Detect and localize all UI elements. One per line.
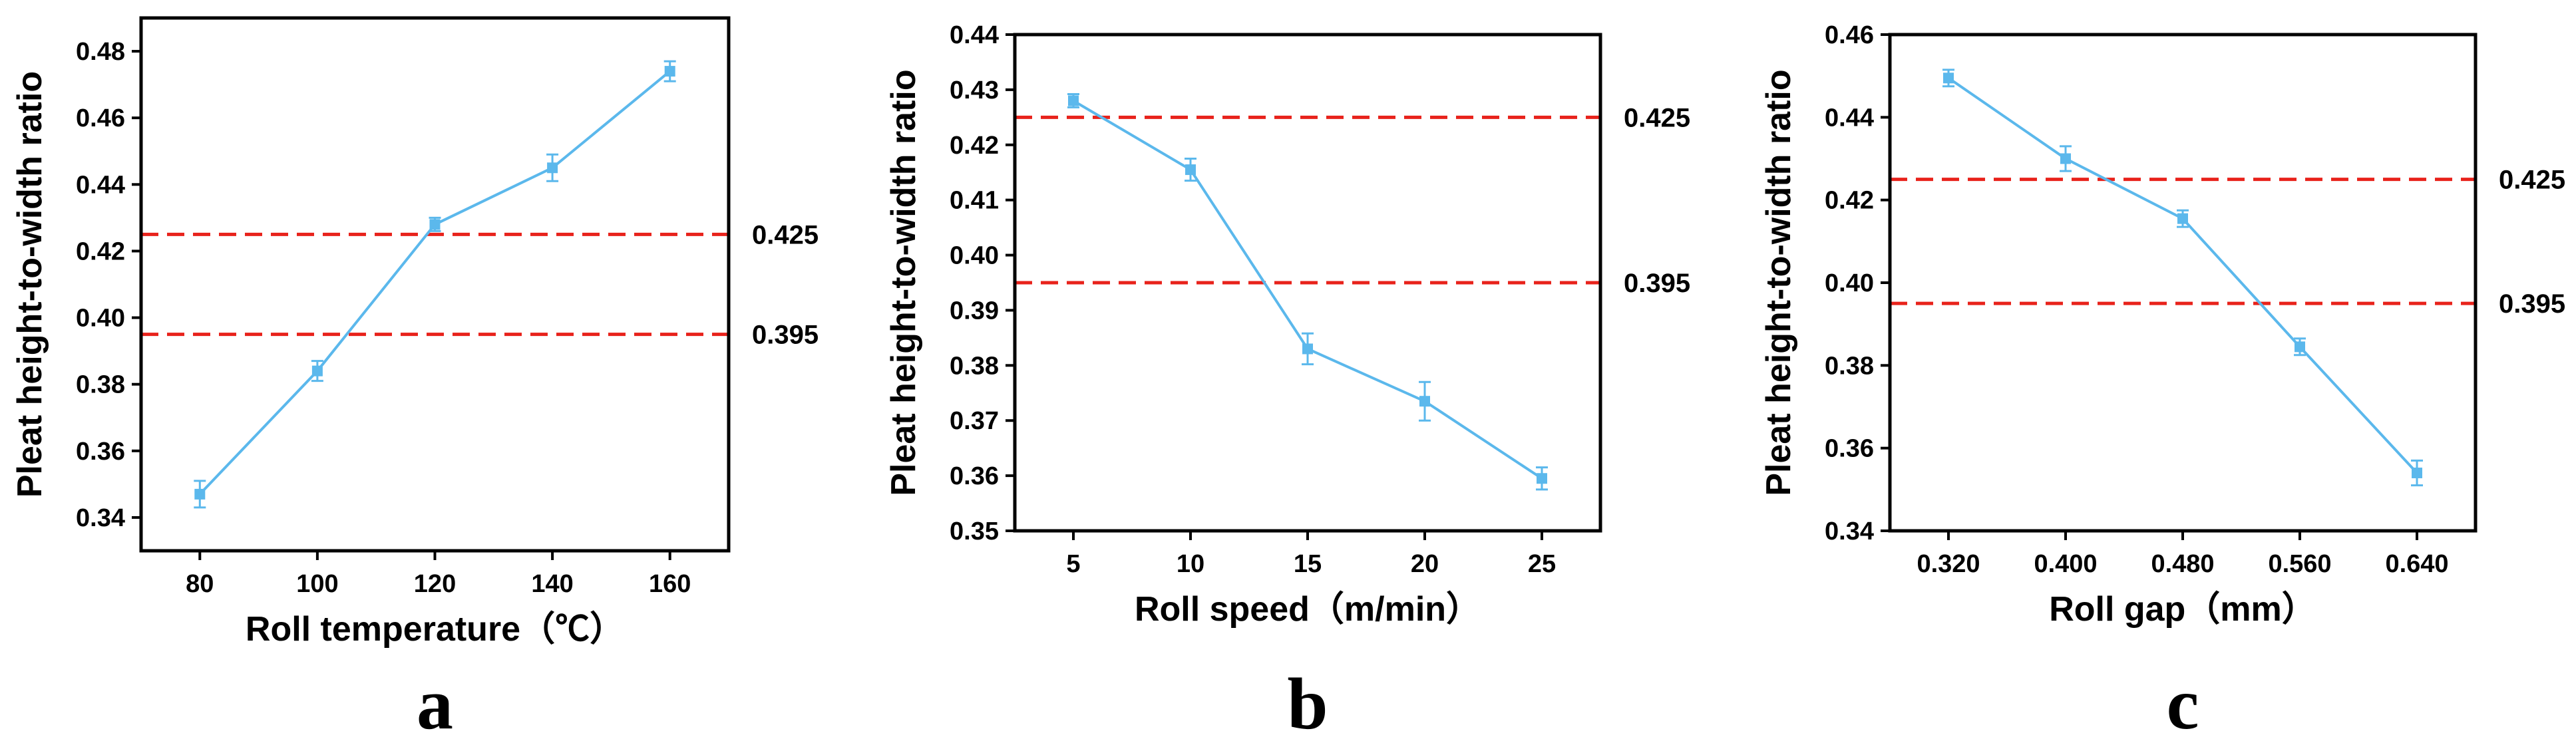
- plot-frame: [139, 16, 731, 553]
- chart-panel-a: 0.425 0.395 0.34 0.36 0.38 0.40 0.42 0.44 0.46 0.…: [11, 16, 819, 744]
- x-tick-label: 5: [1066, 550, 1080, 578]
- series-line: [1072, 99, 1543, 480]
- y-tick-label: 0.40: [1825, 269, 1874, 297]
- y-axis-title: Pleat height-to-width ratio: [884, 69, 923, 496]
- y-tick-label: 0.44: [950, 21, 999, 49]
- y-tick-label: 0.43: [950, 76, 999, 104]
- y-tick-label: 0.42: [950, 132, 999, 160]
- data-point: [1943, 73, 1954, 84]
- data-point: [2060, 153, 2071, 164]
- x-tick-label: 25: [1528, 550, 1556, 578]
- y-tick-label: 0.41: [950, 187, 999, 215]
- y-tick-label: 0.42: [1825, 187, 1874, 215]
- data-point: [2295, 341, 2305, 353]
- x-tick-label: 10: [1177, 550, 1204, 578]
- series-line: [1947, 76, 2418, 474]
- x-tick-label: 0.640: [2385, 550, 2448, 578]
- y-tick-label: 0.44: [76, 171, 125, 199]
- y-tick-label: 0.40: [76, 305, 125, 333]
- chart-panel-b: 0.4250.3950.350.360.370.380.390.400.410.…: [884, 21, 1690, 744]
- data-point: [547, 162, 558, 174]
- y-tick-label: 0.38: [76, 371, 125, 399]
- data-point: [2412, 467, 2422, 478]
- y-tick-label: 0.37: [950, 407, 999, 435]
- data-point: [1068, 95, 1079, 106]
- y-tick-label: 0.36: [76, 438, 125, 466]
- reference-line-label: 0.395: [2499, 289, 2565, 319]
- y-tick-label: 0.38: [950, 352, 999, 380]
- y-tick-label: 0.46: [1825, 21, 1874, 49]
- x-axis-title: Roll temperature（℃）: [246, 610, 624, 649]
- y-tick-label: 0.39: [950, 297, 999, 325]
- data-point: [1419, 396, 1430, 407]
- data-point: [1185, 164, 1196, 176]
- x-tick-label: 15: [1294, 550, 1322, 578]
- data-point: [2177, 213, 2188, 224]
- y-tick-label: 0.42: [76, 237, 125, 265]
- x-axis-title: Roll speed（m/min）: [1135, 590, 1481, 629]
- x-tick-label: 160: [649, 570, 691, 598]
- y-tick-label: 0.36: [950, 462, 999, 490]
- y-axis-title: Pleat height-to-width ratio: [11, 71, 49, 498]
- data-point: [1302, 343, 1313, 355]
- data-point: [311, 365, 323, 376]
- y-tick-label: 0.34: [76, 504, 125, 532]
- x-tick-label: 0.400: [2034, 550, 2097, 578]
- x-tick-label: 0.560: [2268, 550, 2331, 578]
- y-tick-label: 0.35: [950, 518, 999, 545]
- y-tick-label: 0.46: [76, 104, 125, 132]
- x-tick-label: 0.320: [1917, 550, 1980, 578]
- reference-line-label: 0.395: [752, 321, 819, 350]
- series-line: [198, 70, 671, 496]
- x-tick-label: 140: [531, 570, 573, 598]
- data-point: [1537, 473, 1547, 484]
- reference-line-label: 0.425: [1624, 103, 1690, 132]
- y-axis-title: Pleat height-to-width ratio: [1759, 69, 1798, 496]
- x-tick-label: 0.480: [2151, 550, 2214, 578]
- y-tick-label: 0.36: [1825, 435, 1874, 463]
- data-point: [194, 488, 206, 500]
- data-point: [664, 66, 675, 77]
- reference-line-label: 0.425: [752, 220, 819, 249]
- y-tick-label: 0.48: [76, 38, 125, 66]
- x-tick-label: 20: [1411, 550, 1439, 578]
- reference-line-label: 0.395: [1624, 269, 1690, 298]
- y-tick-label: 0.40: [950, 242, 999, 270]
- plot-frame: [1888, 33, 2478, 533]
- panel-letter: c: [2167, 663, 2199, 744]
- y-tick-label: 0.38: [1825, 352, 1874, 380]
- chart-panel-c: 0.425 0.395 0.34 0.36 0.38 0.40 0.42 0.44 0.46 0.…: [1759, 21, 2565, 744]
- data-point: [429, 219, 441, 230]
- y-tick-label: 0.44: [1825, 104, 1874, 132]
- y-tick-label: 0.34: [1825, 518, 1874, 545]
- reference-line-label: 0.425: [2499, 166, 2565, 195]
- panel-letter: b: [1287, 663, 1328, 744]
- x-axis-title: Roll gap（mm）: [2049, 590, 2316, 629]
- x-tick-label: 120: [414, 570, 456, 598]
- x-tick-label: 100: [296, 570, 338, 598]
- panel-letter: a: [417, 663, 453, 744]
- x-tick-label: 80: [186, 570, 214, 598]
